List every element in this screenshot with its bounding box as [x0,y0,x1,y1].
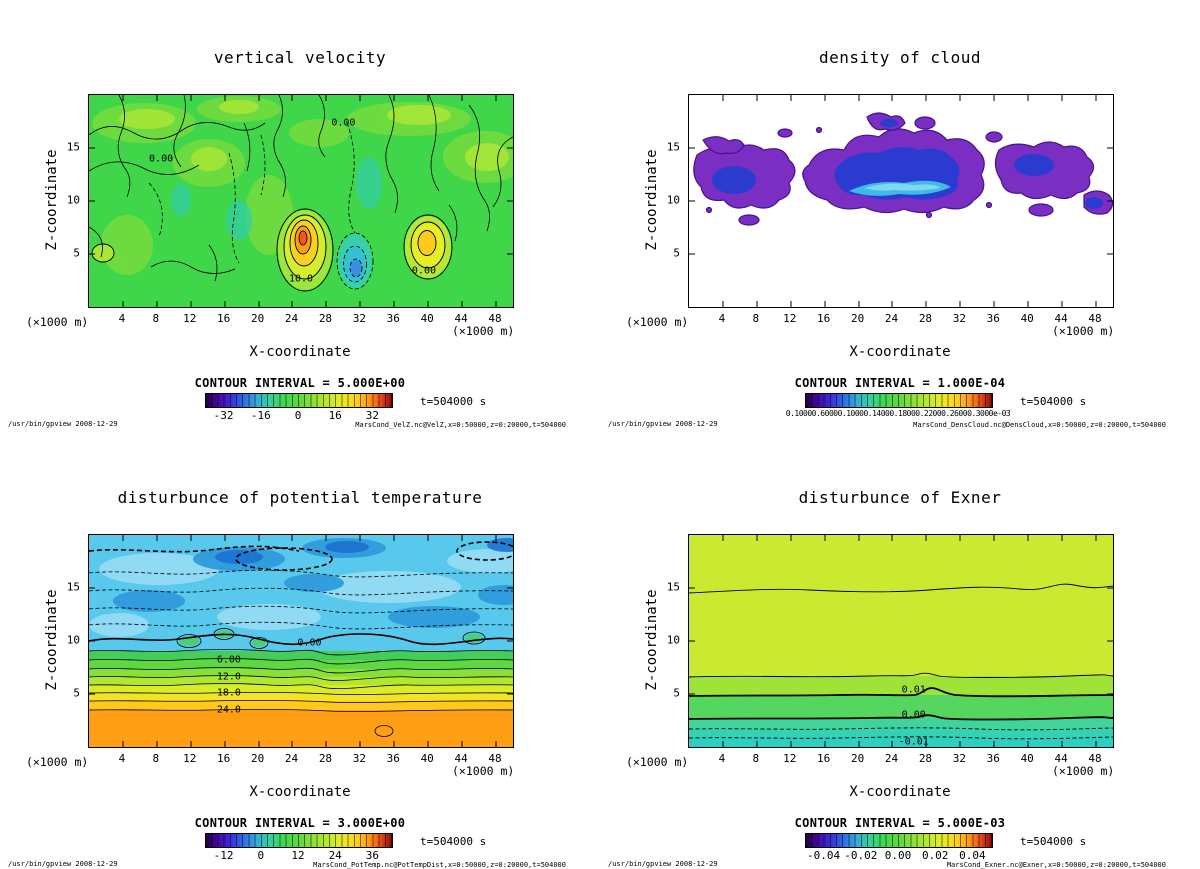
x-tick-labels: 4 8 12 16 20 24 28 32 36 40 44 48 [718,752,1102,765]
x-tick-labels: 4 8 12 16 20 24 28 32 36 40 44 48 [718,312,1102,325]
x-axis-label: X-coordinate [249,784,351,800]
colorbar-tick-labels: 0.10000.60000.10000.14000.18000.22000.26… [785,409,1011,418]
contour-interval-label: CONTOUR INTERVAL = 5.000E-03 [794,816,1006,830]
y-tick-labels: 5 10 15 [666,580,680,700]
x-axis-label: X-coordinate [849,344,951,360]
contour-art-exner [689,535,1113,747]
y-axis-unit: (×1000 m) [626,755,689,769]
contour-value-labels: 0.00 0.00 10.0 0.00 [149,117,436,285]
x-axis-label: X-coordinate [849,784,951,800]
footer-command-line: /usr/bin/gpview 2008-12-29 [8,420,118,428]
colorbar [805,833,993,848]
panel-title: density of cloud [818,48,982,67]
time-label: t=504000 s [1020,835,1087,848]
panel-potential-temperature: disturbunce of potential temperature Z-c… [0,440,600,869]
y-axis-unit: (×1000 m) [26,315,89,329]
panel-title: vertical velocity [213,48,387,67]
time-label: t=504000 s [420,835,487,848]
footer-dataset: MarsCond_PotTemp.nc@PotTempDist,x=0:5000… [313,861,566,869]
colorbar-tick-labels: -0.04 -0.02 0.00 0.02 0.04 [807,849,986,862]
colorbar-tick-labels: -12 0 12 24 36 [213,849,380,862]
y-tick-labels: 5 10 15 [66,580,80,700]
colorbar [205,833,393,848]
x-axis-label: X-coordinate [249,344,351,360]
colorbar [805,393,993,408]
footer-command-line: /usr/bin/gpview 2008-12-29 [608,860,718,868]
y-tick-labels: 5 10 15 [66,140,80,260]
footer-dataset: MarsCond_Exner.nc@Exner,x=0:50000,z=0:20… [946,861,1166,869]
contour-art-vertical-velocity [89,95,513,307]
panel-density-of-cloud: density of cloud Z-coordinate [600,0,1200,440]
x-tick-labels: 4 8 12 16 20 24 28 32 36 40 44 48 [118,752,502,765]
contour-interval-label: CONTOUR INTERVAL = 3.000E+00 [194,816,406,830]
plot-vertical-velocity: 0.00 0.00 10.0 0.00 [88,94,514,308]
footer-command-line: /usr/bin/gpview 2008-12-29 [608,420,718,428]
plot-density-of-cloud [688,94,1114,308]
x-axis-unit: (×1000 m) [1052,764,1115,778]
panel-title: disturbunce of potential temperature [117,488,483,507]
footer-dataset: MarsCond_DensCloud.nc@DensCloud,x=0:5000… [913,421,1166,429]
contour-art-density-of-cloud [689,95,1113,307]
y-tick-labels: 5 10 15 [666,140,680,260]
time-label: t=504000 s [1020,395,1087,408]
contour-value-labels: 0.00 6.00 12.0 18.0 24.0 [216,637,322,716]
x-axis-unit: (×1000 m) [1052,324,1115,338]
footer-dataset: MarsCond_VelZ.nc@VelZ,x=0:50000,z=0:2000… [355,421,566,429]
time-label: t=504000 s [420,395,487,408]
colorbar [205,393,393,408]
y-axis-unit: (×1000 m) [626,315,689,329]
plot-potential-temperature: 0.00 6.00 12.0 18.0 24.0 [88,534,514,748]
plot-exner: 0.01 0.00 -0.01 [688,534,1114,748]
x-axis-unit: (×1000 m) [452,764,515,778]
contour-value-labels [689,95,1113,307]
contour-interval-label: CONTOUR INTERVAL = 1.000E-04 [794,376,1006,390]
contour-value-labels: 0.01 0.00 -0.01 [898,684,929,748]
colorbar-tick-labels: -32 -16 0 16 32 [213,409,380,422]
contour-interval-label: CONTOUR INTERVAL = 5.000E+00 [194,376,406,390]
panel-vertical-velocity: vertical velocity Z-coordinate [0,0,600,440]
x-tick-labels: 4 8 12 16 20 24 28 32 36 40 44 48 [118,312,502,325]
footer-command-line: /usr/bin/gpview 2008-12-29 [8,860,118,868]
panel-exner: disturbunce of Exner Z-coordinate [600,440,1200,869]
contour-art-potential-temperature [89,535,513,747]
panel-title: disturbunce of Exner [798,488,1002,507]
x-axis-unit: (×1000 m) [452,324,515,338]
y-axis-unit: (×1000 m) [26,755,89,769]
